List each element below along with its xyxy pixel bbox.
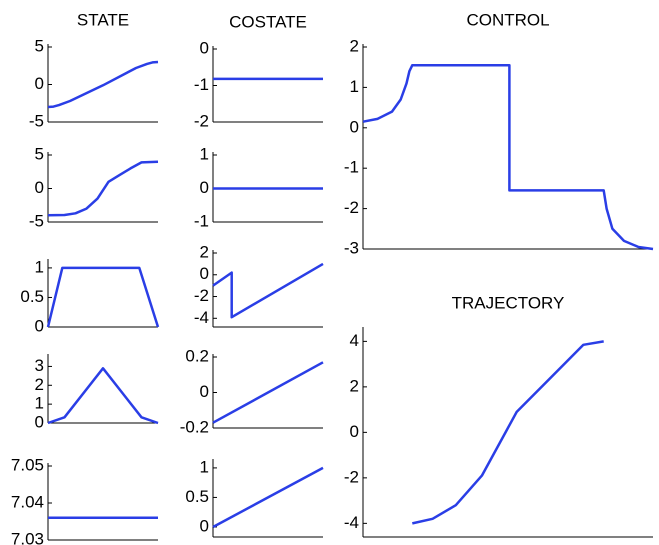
line bbox=[362, 63, 654, 251]
y-tick-label: 0 bbox=[200, 178, 209, 197]
y-tick-label: 4 bbox=[350, 331, 359, 350]
y-tick-label: -1 bbox=[194, 75, 209, 94]
y-tick-label: 0 bbox=[35, 74, 44, 93]
y-tick-label: 3 bbox=[35, 356, 44, 375]
y-tick-label: 0 bbox=[200, 382, 209, 401]
y-tick-label: 1 bbox=[35, 257, 44, 276]
line bbox=[46, 266, 160, 328]
y-tick-label: 0 bbox=[35, 178, 44, 197]
y-tick-label: -0.2 bbox=[180, 417, 209, 436]
y-tick-label: -2 bbox=[344, 467, 359, 486]
y-tick-label: 0 bbox=[200, 38, 209, 57]
y-tick-label: 5 bbox=[35, 144, 44, 163]
y-tick-label: 0.5 bbox=[185, 487, 209, 506]
y-tick-label: 0.5 bbox=[20, 287, 44, 306]
y-tick-label: 0 bbox=[35, 316, 44, 335]
y-tick-label: 1 bbox=[350, 77, 359, 96]
y-tick-label: -5 bbox=[29, 111, 44, 130]
line bbox=[412, 340, 604, 525]
y-tick-label: -3 bbox=[344, 238, 359, 257]
y-tick-label: 2 bbox=[350, 36, 359, 55]
y-tick-label: 0.2 bbox=[185, 346, 209, 365]
line bbox=[47, 60, 159, 109]
y-tick-label: 5 bbox=[35, 36, 44, 55]
chart-title: CONTROL bbox=[466, 10, 549, 29]
y-tick-label: 1 bbox=[35, 394, 44, 413]
y-tick-label: 2 bbox=[200, 242, 209, 261]
line bbox=[212, 361, 324, 424]
y-tick-label: 7.04 bbox=[11, 492, 44, 511]
line bbox=[47, 160, 159, 217]
chart-title: STATE bbox=[77, 10, 129, 29]
y-tick-label: 0 bbox=[200, 516, 209, 535]
chart-title: COSTATE bbox=[229, 12, 307, 31]
y-tick-label: -1 bbox=[194, 211, 209, 230]
line bbox=[212, 466, 324, 529]
y-tick-label: 7.05 bbox=[11, 455, 44, 474]
y-tick-label: 0 bbox=[350, 117, 359, 136]
y-tick-label: 7.03 bbox=[11, 529, 44, 545]
y-tick-label: -2 bbox=[194, 286, 209, 305]
y-tick-label: -2 bbox=[344, 198, 359, 217]
y-tick-label: -4 bbox=[344, 513, 359, 532]
y-tick-label: -4 bbox=[194, 308, 209, 327]
y-tick-label: 2 bbox=[35, 375, 44, 394]
line bbox=[47, 367, 159, 425]
y-tick-label: 0 bbox=[35, 412, 44, 431]
chart-title: TRAJECTORY bbox=[452, 293, 565, 312]
y-tick-label: 2 bbox=[350, 376, 359, 395]
y-tick-label: -2 bbox=[194, 111, 209, 130]
y-tick-label: -1 bbox=[344, 158, 359, 177]
y-tick-label: 0 bbox=[350, 422, 359, 441]
line bbox=[212, 262, 324, 319]
y-tick-label: -5 bbox=[29, 211, 44, 230]
y-tick-label: 1 bbox=[200, 144, 209, 163]
y-tick-label: 0 bbox=[200, 264, 209, 283]
y-tick-label: 1 bbox=[200, 457, 209, 476]
